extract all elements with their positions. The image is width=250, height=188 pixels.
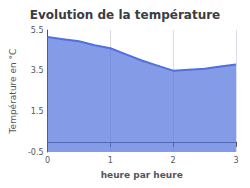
svg-text:3.5: 3.5 <box>31 66 44 75</box>
svg-text:1: 1 <box>108 156 113 165</box>
svg-text:2: 2 <box>171 156 176 165</box>
svg-text:1.5: 1.5 <box>31 107 44 116</box>
svg-text:5.5: 5.5 <box>31 26 44 35</box>
svg-text:Température en °C: Température en °C <box>8 49 18 135</box>
svg-text:3: 3 <box>233 156 238 165</box>
svg-text:heure par heure: heure par heure <box>101 170 183 180</box>
svg-text:0: 0 <box>45 156 50 165</box>
svg-text:-0.5: -0.5 <box>28 148 44 157</box>
svg-text:Evolution de la température: Evolution de la température <box>30 8 221 22</box>
